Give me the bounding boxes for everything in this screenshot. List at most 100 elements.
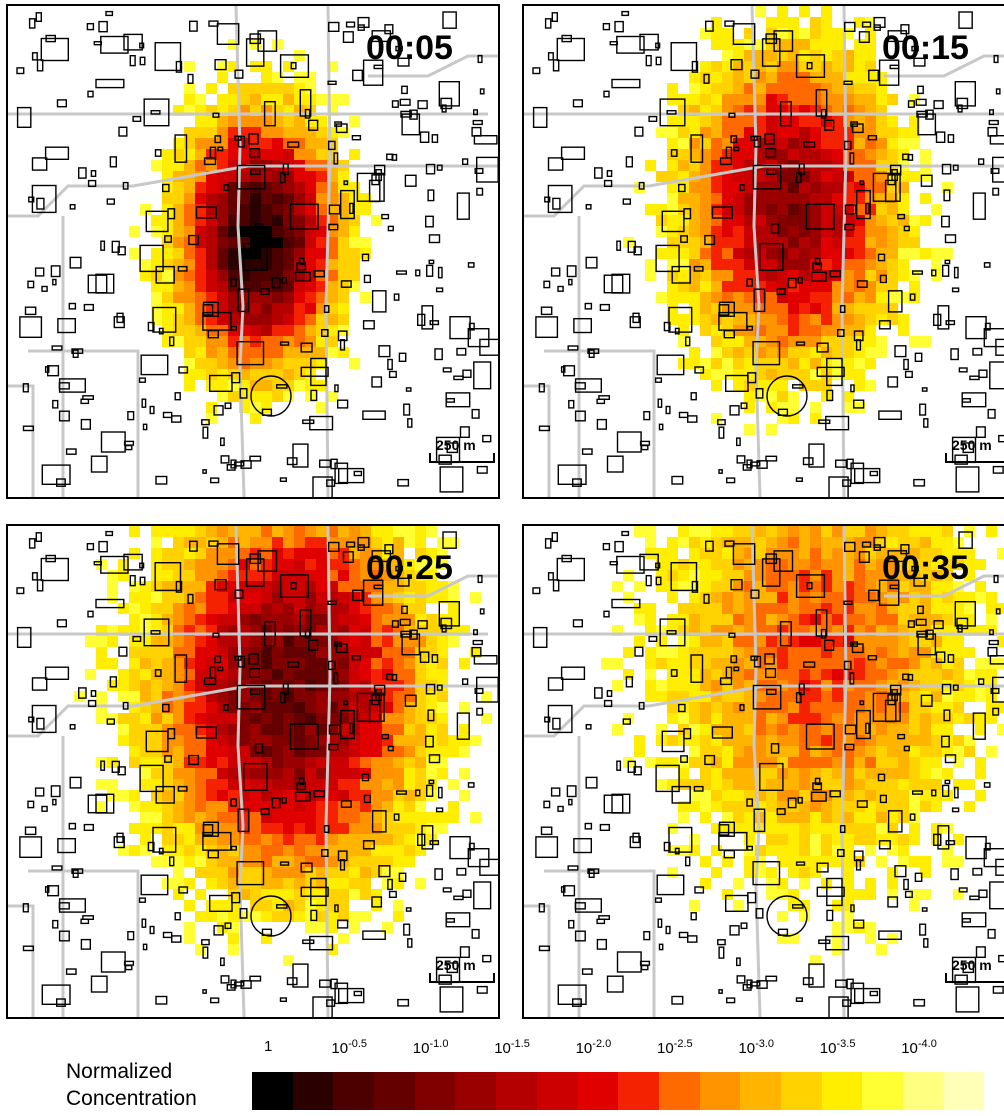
concentration-cell <box>810 724 821 735</box>
building-outline <box>632 832 640 844</box>
building-outline <box>645 55 652 67</box>
concentration-cell <box>865 336 876 347</box>
building-outline <box>724 894 749 913</box>
color-swatch <box>577 1072 619 1110</box>
concentration-cell <box>931 724 942 735</box>
concentration-cell <box>799 647 810 658</box>
concentration-cell <box>316 402 327 413</box>
concentration-cell <box>832 358 843 369</box>
concentration-cell <box>876 746 887 757</box>
building-outline <box>27 280 35 289</box>
concentration-cell <box>228 724 239 735</box>
building-outline <box>655 56 662 66</box>
concentration-cell <box>755 713 766 724</box>
concentration-cell <box>843 889 854 900</box>
concentration-cell <box>360 768 371 779</box>
concentration-cell <box>184 248 195 259</box>
concentration-cell <box>173 724 184 735</box>
building-outline <box>659 98 686 127</box>
building-outline <box>983 782 991 788</box>
concentration-cell <box>909 724 920 735</box>
building-outline <box>942 264 950 277</box>
concentration-cell <box>206 413 217 424</box>
building-outline <box>633 246 642 256</box>
concentration-cell <box>250 889 261 900</box>
concentration-cell <box>766 845 777 856</box>
concentration-cell <box>195 757 206 768</box>
concentration-cell <box>810 28 821 39</box>
concentration-cell <box>239 867 250 878</box>
concentration-cell <box>645 669 656 680</box>
concentration-cell <box>283 138 294 149</box>
building-outline <box>849 152 855 165</box>
building-outline <box>837 849 845 858</box>
concentration-cell <box>843 61 854 72</box>
concentration-cell <box>876 570 887 581</box>
concentration-cell <box>777 28 788 39</box>
concentration-cell <box>744 570 755 581</box>
concentration-cell <box>854 303 865 314</box>
concentration-cell <box>371 757 382 768</box>
building-outline <box>616 760 622 771</box>
concentration-cell <box>887 823 898 834</box>
building-outline <box>691 580 699 593</box>
concentration-cell <box>667 171 678 182</box>
concentration-cell <box>942 248 953 259</box>
concentration-cell <box>711 248 722 259</box>
building-outline <box>878 59 900 86</box>
concentration-cell <box>975 559 986 570</box>
building-outline <box>853 919 865 929</box>
concentration-cell <box>766 237 777 248</box>
concentration-cell <box>250 834 261 845</box>
building-outline <box>282 683 289 696</box>
building-outline <box>953 266 959 279</box>
building-outline <box>106 718 116 725</box>
concentration-cell <box>360 845 371 856</box>
concentration-cell <box>195 614 206 625</box>
concentration-cell <box>250 757 261 768</box>
building-outline <box>154 669 162 677</box>
concentration-cell <box>118 735 129 746</box>
concentration-cell <box>294 856 305 867</box>
concentration-cell <box>206 369 217 380</box>
concentration-cell <box>854 702 865 713</box>
building-outline <box>86 23 95 31</box>
concentration-cell <box>140 702 151 713</box>
concentration-cell <box>327 138 338 149</box>
concentration-cell <box>975 669 986 680</box>
color-swatch <box>943 1072 985 1110</box>
concentration-cell <box>151 680 162 691</box>
concentration-cell <box>821 592 832 603</box>
concentration-cell <box>327 314 338 325</box>
building-outline <box>625 156 634 168</box>
concentration-cell <box>162 314 173 325</box>
concentration-cell <box>129 691 140 702</box>
concentration-cell <box>810 955 821 966</box>
building-outline <box>818 419 831 425</box>
concentration-cell <box>810 790 821 801</box>
concentration-cell <box>129 581 140 592</box>
concentration-cell <box>239 757 250 768</box>
concentration-cell <box>920 691 931 702</box>
building-outline <box>912 790 924 795</box>
concentration-cell <box>909 889 920 900</box>
concentration-cell <box>645 757 656 768</box>
concentration-cell <box>777 281 788 292</box>
concentration-cell <box>766 424 777 435</box>
building-outline <box>220 975 230 984</box>
building-outline <box>209 146 217 159</box>
concentration-cell <box>700 636 711 647</box>
concentration-cell <box>338 746 349 757</box>
concentration-cell <box>788 768 799 779</box>
concentration-cell <box>953 746 964 757</box>
concentration-cell <box>338 911 349 922</box>
building-outline <box>538 425 551 432</box>
concentration-cell <box>272 116 283 127</box>
building-outline <box>351 654 362 661</box>
concentration-cell <box>316 746 327 757</box>
concentration-cell <box>272 336 283 347</box>
building-outline <box>750 589 760 599</box>
concentration-cell <box>151 647 162 658</box>
concentration-cell <box>206 138 217 149</box>
building-outline <box>149 405 155 415</box>
